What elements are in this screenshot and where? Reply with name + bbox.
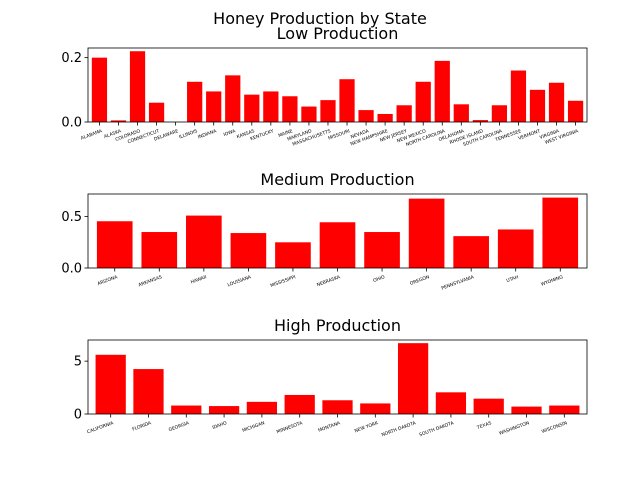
y-tick-label: 0.5 [61, 210, 82, 225]
bar [171, 405, 202, 414]
bar [339, 79, 355, 122]
bar [435, 392, 467, 414]
bar [542, 197, 579, 268]
bar [320, 100, 336, 122]
bar [133, 369, 164, 414]
y-tick-label: 0.2 [61, 51, 82, 66]
bar [434, 60, 450, 122]
bar [91, 57, 108, 122]
x-tick-label: TEXAS [475, 420, 492, 431]
bar [206, 91, 222, 122]
bar [301, 106, 317, 122]
bar [472, 120, 488, 122]
bar [453, 104, 469, 122]
bar [497, 229, 534, 268]
bar [141, 232, 178, 268]
bar [319, 222, 356, 268]
y-tick-label: 5 [74, 355, 82, 370]
bar [282, 96, 298, 122]
bar [511, 406, 542, 414]
bar [275, 242, 311, 268]
bar [358, 110, 374, 122]
bar [110, 120, 127, 122]
bar [377, 113, 393, 122]
bar [129, 51, 146, 122]
bar [549, 405, 580, 414]
bar [187, 81, 203, 122]
bar [396, 105, 412, 122]
y-tick-label: 0.0 [61, 262, 82, 277]
bar [473, 398, 504, 414]
panel-title: High Production [274, 316, 401, 335]
bar [225, 75, 241, 122]
x-tick-label: HAWAII [190, 274, 208, 285]
bar [246, 401, 278, 414]
bar [360, 403, 391, 414]
y-tick-label: 0 [74, 408, 82, 423]
bar [529, 89, 546, 122]
bar [263, 91, 279, 122]
bar [95, 354, 126, 414]
bar [510, 70, 527, 122]
panel-title: Low Production [277, 24, 399, 43]
x-tick-label: IOWA [223, 128, 238, 138]
bar [397, 343, 429, 414]
bar [96, 221, 133, 268]
x-tick-label: OHIO [372, 274, 386, 284]
bar [364, 232, 400, 268]
bar [244, 94, 260, 122]
bar [322, 400, 353, 414]
bar [491, 105, 508, 122]
bar [186, 215, 222, 268]
panel-title: Medium Production [260, 170, 414, 189]
bar [453, 236, 489, 268]
bar [230, 233, 267, 268]
x-tick-label: MAINE [278, 128, 294, 139]
figure-suptitle: Honey Production by State [213, 9, 427, 28]
bar [548, 82, 565, 122]
bar [415, 81, 431, 122]
plot-frame [87, 47, 588, 123]
x-tick-label: UTAH [506, 274, 520, 284]
y-tick-label: 0.0 [61, 116, 82, 131]
bar [148, 102, 165, 122]
x-tick-label: IDAHO [212, 420, 229, 431]
bar [408, 198, 445, 269]
bar [567, 100, 584, 122]
bar [208, 406, 240, 414]
bar [284, 394, 315, 414]
